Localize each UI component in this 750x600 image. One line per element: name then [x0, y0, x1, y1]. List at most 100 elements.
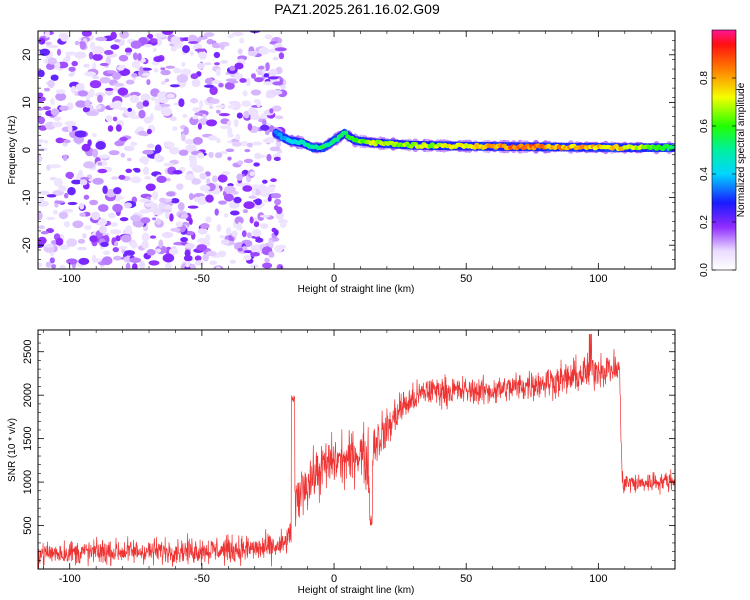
noise-cell [215, 104, 226, 109]
noise-cell [99, 62, 109, 67]
noise-cell [155, 218, 162, 225]
noise-cell [104, 87, 114, 91]
noise-cell [165, 65, 176, 69]
noise-cell [177, 202, 185, 211]
noise-cell [197, 123, 202, 130]
noise-cell [249, 264, 259, 268]
noise-cell [250, 252, 260, 257]
noise-cell [144, 176, 152, 180]
noise-cell [114, 140, 125, 147]
noise-cell [140, 217, 151, 224]
snr-ytick-label: 1000 [22, 470, 34, 494]
noise-cell [162, 231, 174, 239]
noise-cell [205, 194, 214, 203]
noise-cell [38, 125, 48, 131]
noise-cell [204, 84, 215, 88]
noise-cell [267, 196, 272, 202]
noise-cell [237, 48, 243, 55]
noise-cell [50, 74, 59, 81]
noise-cell [118, 174, 126, 180]
noise-cell [262, 262, 273, 269]
noise-cell [220, 44, 225, 50]
noise-cell [114, 241, 119, 247]
noise-cell [82, 233, 87, 239]
noise-cell [204, 77, 214, 85]
noise-cell [270, 178, 277, 183]
noise-cell [216, 224, 222, 232]
noise-cell [182, 113, 188, 119]
colorbar: 0.0 0.2 0.4 0.6 0.8 Normalized spectral ampl… [699, 29, 747, 277]
noise-cell [189, 51, 194, 56]
noise-cell [258, 47, 270, 55]
noise-cell [50, 108, 60, 116]
colorbar-tick-label: 0.4 [699, 167, 710, 181]
noise-cell [227, 104, 236, 110]
noise-cell [150, 96, 157, 101]
noise-cell [139, 198, 150, 203]
noise-cell [249, 171, 255, 177]
snr-panel: -100 -50 0 50 100 500 1000 1500 2000 2500 Height … [7, 329, 676, 596]
noise-cell [180, 213, 188, 220]
noise-cell [192, 137, 203, 145]
noise-cell [272, 81, 284, 86]
noise-cell [39, 48, 50, 56]
noise-cell [97, 168, 108, 174]
noise-cell [176, 183, 184, 190]
noise-cell [165, 262, 172, 269]
noise-cell [209, 86, 218, 96]
noise-cell [113, 82, 125, 87]
noise-cell [110, 229, 122, 235]
noise-cell [251, 73, 256, 79]
noise-cell [63, 192, 69, 199]
noise-cell [98, 218, 107, 227]
noise-cell [159, 197, 166, 203]
noise-cell [248, 107, 255, 115]
noise-cell [38, 107, 45, 111]
noise-cell [115, 235, 121, 242]
noise-cell [234, 216, 244, 225]
noise-cell [47, 79, 55, 89]
noise-cell [190, 264, 197, 269]
noise-cell [251, 187, 256, 197]
noise-cell [235, 134, 241, 141]
noise-cell [268, 251, 275, 258]
noise-cell [79, 41, 87, 50]
noise-cell [43, 139, 49, 144]
noise-cell [77, 238, 86, 244]
noise-cell [92, 76, 100, 79]
noise-cell [217, 174, 228, 183]
noise-cell [199, 99, 204, 109]
noise-cell [215, 68, 221, 77]
noise-cell [154, 153, 161, 162]
noise-cell [152, 48, 157, 52]
noise-cell [124, 202, 132, 209]
snr-xtick-label: 100 [589, 573, 607, 585]
noise-cell [144, 202, 153, 207]
noise-cell [46, 216, 56, 221]
colorbar-ticks: 0.0 0.2 0.4 0.6 0.8 [699, 71, 736, 277]
noise-cell [273, 156, 281, 161]
noise-cell [268, 239, 274, 248]
noise-cell [129, 115, 140, 120]
noise-cell [71, 179, 82, 185]
noise-cell [92, 148, 99, 158]
noise-cell [59, 244, 70, 250]
noise-cell [88, 51, 94, 60]
noise-cell [110, 44, 120, 50]
noise-cell [113, 86, 119, 92]
noise-cell [180, 68, 192, 76]
noise-cell [209, 105, 214, 110]
noise-cell [132, 52, 138, 61]
noise-cell [149, 113, 154, 122]
noise-cell [254, 77, 264, 83]
noise-cell [160, 107, 172, 117]
noise-cell [155, 248, 162, 253]
noise-cell [119, 136, 128, 142]
noise-cell [130, 40, 142, 49]
noise-cell [112, 116, 118, 122]
noise-cell [112, 72, 122, 80]
noise-cell [89, 235, 98, 243]
noise-cell [112, 247, 120, 253]
noise-cell [262, 179, 268, 184]
